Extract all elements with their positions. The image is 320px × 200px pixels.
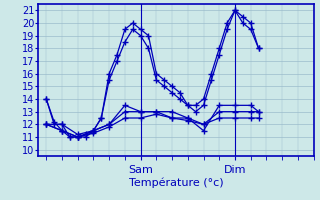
X-axis label: Température (°c): Température (°c) [129, 178, 223, 188]
